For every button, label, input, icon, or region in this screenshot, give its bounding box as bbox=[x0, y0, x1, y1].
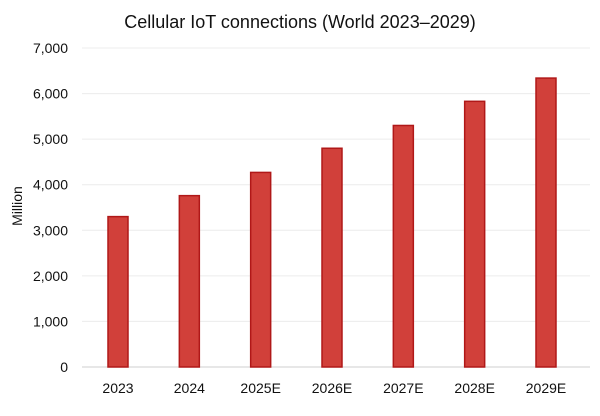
bar-2027E bbox=[392, 124, 415, 368]
y-axis-ticks: 0 1,000 2,000 3,000 4,000 5,000 6,000 7,000 bbox=[33, 40, 68, 375]
x-tick-label: 2023 bbox=[102, 380, 133, 396]
x-tick-label: 2028E bbox=[454, 380, 494, 396]
bar-2024 bbox=[178, 194, 201, 368]
x-axis-ticks: 2023 2024 2025E 2026E 2027E 2028E 2029E bbox=[102, 380, 566, 396]
bar-2023 bbox=[107, 215, 129, 368]
y-tick-label: 0 bbox=[60, 359, 68, 375]
bar-2026E bbox=[321, 147, 343, 368]
y-tick-label: 3,000 bbox=[33, 222, 68, 238]
x-tick-label: 2025E bbox=[240, 380, 280, 396]
bar-2028E bbox=[463, 100, 486, 368]
chart-title: Cellular IoT connections (World 2023–202… bbox=[124, 12, 476, 32]
bar-2029E bbox=[535, 77, 557, 368]
y-tick-label: 5,000 bbox=[33, 131, 68, 147]
y-tick-label: 1,000 bbox=[33, 313, 68, 329]
y-tick-label: 7,000 bbox=[33, 40, 68, 56]
y-tick-label: 2,000 bbox=[33, 268, 68, 284]
bars bbox=[107, 77, 557, 368]
x-tick-label: 2029E bbox=[526, 380, 566, 396]
x-tick-label: 2027E bbox=[383, 380, 423, 396]
y-tick-label: 4,000 bbox=[33, 177, 68, 193]
x-tick-label: 2024 bbox=[174, 380, 205, 396]
y-axis-label: Million bbox=[9, 186, 25, 226]
y-tick-label: 6,000 bbox=[33, 86, 68, 102]
x-tick-label: 2026E bbox=[312, 380, 352, 396]
bar-2025E bbox=[249, 171, 272, 368]
